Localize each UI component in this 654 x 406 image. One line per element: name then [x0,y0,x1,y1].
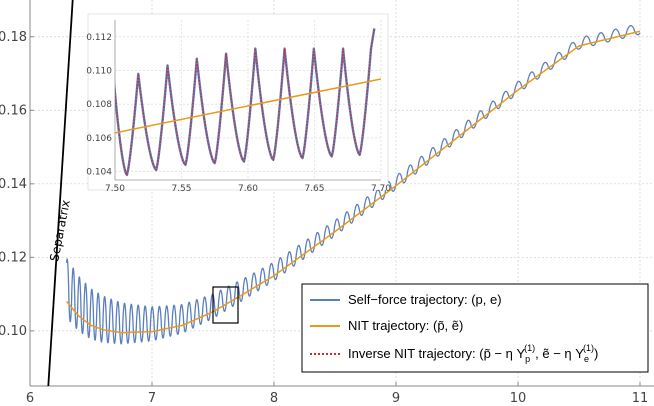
nit-trajectory-series [66,30,641,334]
x-tick-label: 6 [26,391,34,406]
inset-x-tick-label: 7.55 [171,184,191,194]
legend: Self−force trajectory: (p, e) NIT trajec… [301,283,649,373]
x-tick-label: 8 [270,391,278,406]
inset-x-tick-label: 7.70 [371,184,391,194]
inset-x-tick-label: 7.65 [304,184,324,194]
separatrix-line [47,0,74,386]
x-tick-label: 9 [392,391,400,406]
inset-inverse-nit-series [115,28,375,177]
inset-y-tick-label: 0.110 [86,67,112,77]
inset-plot: 7.50 7.55 7.60 7.65 7.70 0.104 0.106 0.108 0.110… [86,13,391,194]
inset-inverse-nit-line [115,28,375,177]
inset-y-tick-label: 0.108 [86,100,112,110]
y-tick-label: 0.14 [0,177,27,192]
inset-y-tick-label: 0.112 [86,33,112,43]
inset-y-tick-label: 0.104 [86,168,112,178]
y-tick-label: 0.18 [0,30,27,45]
x-tick-label: 11 [632,391,649,406]
nit-line [66,30,641,334]
x-tick-label: 7 [148,391,156,406]
y-tick-label: 0.12 [0,250,27,265]
inset-nit-series [115,78,381,134]
self-force-line [65,24,641,345]
legend-label-nit: NIT trajectory: (p̃, ẽ) [348,318,463,333]
separatrix-label: Separatrix [47,199,73,263]
inset-y-tick-label: 0.106 [86,134,112,144]
y-tick-label: 0.10 [0,324,27,339]
self-force-trajectory-series [65,24,641,345]
legend-label-inverse-nit: Inverse NIT trajectory: (p̃ − η Yp(1), ẽ… [348,343,598,364]
x-tick-label: 10 [510,391,527,406]
inset-x-tick-label: 7.60 [238,184,258,194]
inset-nit-line [115,78,381,134]
separatrix-path [47,0,74,386]
inset-axes: 7.50 7.55 7.60 7.65 7.70 0.104 0.106 0.108 0.110… [86,20,391,194]
legend-label-self-force: Self−force trajectory: (p, e) [348,292,502,307]
zoom-region-box [212,286,239,324]
inset-x-tick-label: 7.50 [105,184,125,194]
y-tick-label: 0.16 [0,103,27,118]
